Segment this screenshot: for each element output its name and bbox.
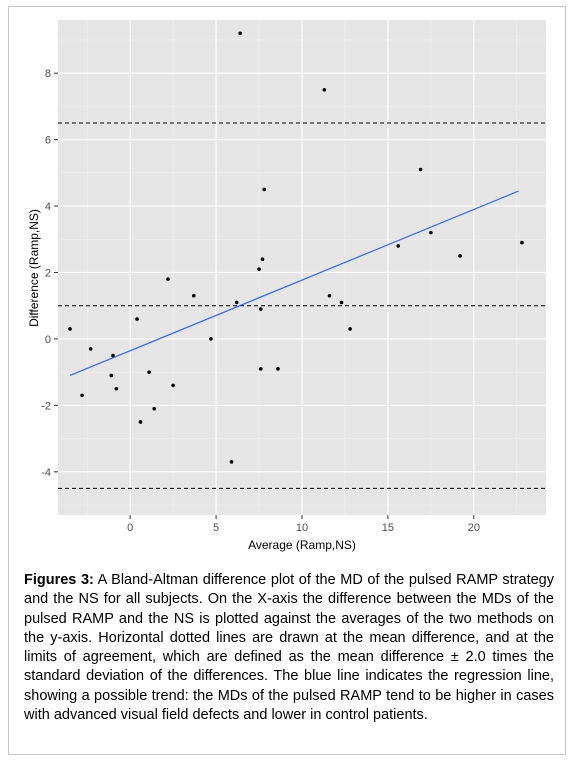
data-point [258,307,263,311]
y-tick-label: -2 [41,400,51,412]
x-tick-label: 5 [213,522,219,534]
data-point [138,420,143,424]
y-axis-title: Difference (Ramp,NS) [27,209,41,327]
data-point [109,373,114,378]
x-tick-label: 15 [382,522,394,534]
data-point [166,277,170,281]
x-tick-label: 0 [127,522,133,534]
data-point [260,257,265,261]
y-tick-label: 6 [45,135,51,147]
data-point [238,31,242,36]
caption-text: A Bland-Altman difference plot of the MD… [24,572,554,724]
data-point [262,187,266,192]
data-point [171,383,175,388]
data-point [147,370,151,374]
y-tick-label: -4 [41,467,51,479]
data-point [348,327,352,331]
data-point [339,300,344,305]
data-point [327,293,332,298]
regression-line [69,190,519,377]
x-tick-label: 20 [468,522,480,534]
x-axis-ticks: 0 5 10 15 20 [127,515,480,534]
x-tick-label: 10 [296,522,308,534]
data-point [418,167,423,172]
caption-label: Figures 3: [24,572,94,588]
data-point [135,317,139,321]
data-point [114,386,119,391]
data-point [458,254,462,258]
grid-major [58,20,546,515]
bland-altman-chart: 0 5 10 15 20 -4 -2 0 2 4 6 8 Average (Ramp,NS) Dif… [27,20,546,552]
data-point [80,393,84,398]
data-point [209,337,213,341]
data-point [191,293,196,298]
data-point [276,367,280,371]
data-point [520,240,524,245]
data-point [234,300,239,305]
x-axis-title: Average (Ramp,NS) [248,538,356,552]
y-tick-label: 2 [45,267,51,279]
reference-lines [58,122,546,489]
data-point [396,244,401,248]
data-point [229,460,234,464]
figure-caption: Figures 3: A Bland-Altman difference plo… [24,571,554,725]
data-point [88,347,93,351]
data-point [322,87,327,92]
data-point [429,230,433,235]
data-point [257,267,261,271]
data-point [258,367,263,371]
y-tick-label: 8 [45,68,51,80]
y-axis-ticks: -4 -2 0 2 4 6 8 [41,68,58,479]
data-point [68,327,72,331]
y-tick-label: 0 [45,334,51,346]
figure-frame [8,6,566,755]
data-points [68,31,524,464]
data-point [111,353,115,358]
y-tick-label: 4 [45,201,51,213]
data-point [152,406,157,411]
